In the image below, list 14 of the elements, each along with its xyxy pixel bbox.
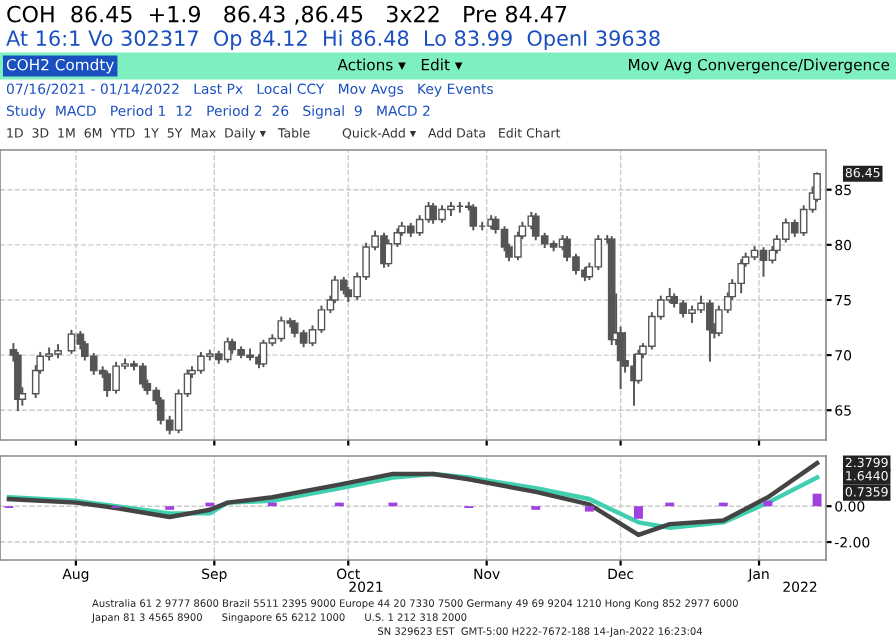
text: At 16:1 Vo 302317 Op 84.12 Hi 86.48 Lo 83.99 OpenI 39638 (6, 29, 660, 51)
candlestick (759, 247, 768, 277)
candlestick (67, 329, 76, 354)
candlestick (277, 316, 286, 342)
line-series (6, 460, 820, 538)
candlestick (469, 204, 478, 231)
bar (634, 506, 643, 519)
candlestick (594, 235, 603, 271)
bar (812, 493, 822, 507)
bar (763, 500, 773, 507)
line-series (6, 471, 820, 530)
text: COH 86.45 +1.9 86.43 ,86.45 3x22 Pre 84.47 (7, 5, 567, 25)
bar (584, 506, 594, 512)
candlestick (384, 239, 393, 267)
